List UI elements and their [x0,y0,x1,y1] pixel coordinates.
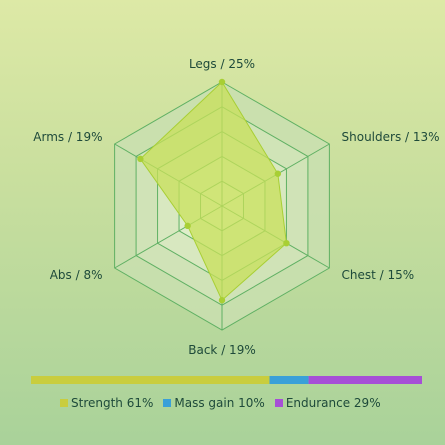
axis-label-1: Shoulders / 13% [342,130,440,144]
legend-label-mass-gain: Mass gain 10% [174,396,265,410]
split-bar [31,376,422,384]
legend: Strength 61% Mass gain 10% Endurance 29% [60,396,381,410]
legend-swatch-strength [60,399,68,407]
split-bar-segment-mass-gain [269,376,309,384]
axis-label-5: Arms / 19% [33,130,102,144]
split-bar-segment-strength [31,376,270,384]
legend-swatch-mass-gain [163,399,172,407]
data-point-0 [218,78,226,86]
data-point-2 [283,240,290,247]
axis-label-4: Abs / 8% [50,268,103,282]
split-bar-segment-endurance [308,376,422,384]
axis-labels: Legs / 25% Shoulders / 13% Chest / 15% Back… [33,57,439,357]
legend-item-strength: Strength 61% [60,396,153,410]
data-point-1 [274,170,282,177]
axis-label-0: Legs / 25% [189,57,255,71]
legend-item-endurance: Endurance 29% [274,396,381,410]
axis-label-3: Back / 19% [188,343,255,357]
legend-swatch-endurance [274,399,283,407]
axis-label-2: Chest / 15% [342,268,415,282]
data-point-5 [137,155,144,163]
legend-item-mass-gain: Mass gain 10% [163,396,265,410]
legend-label-strength: Strength 61% [71,396,154,410]
radar-series [137,78,290,304]
data-point-3 [218,297,226,304]
data-point-4 [184,222,191,230]
legend-label-endurance: Endurance 29% [285,396,381,410]
